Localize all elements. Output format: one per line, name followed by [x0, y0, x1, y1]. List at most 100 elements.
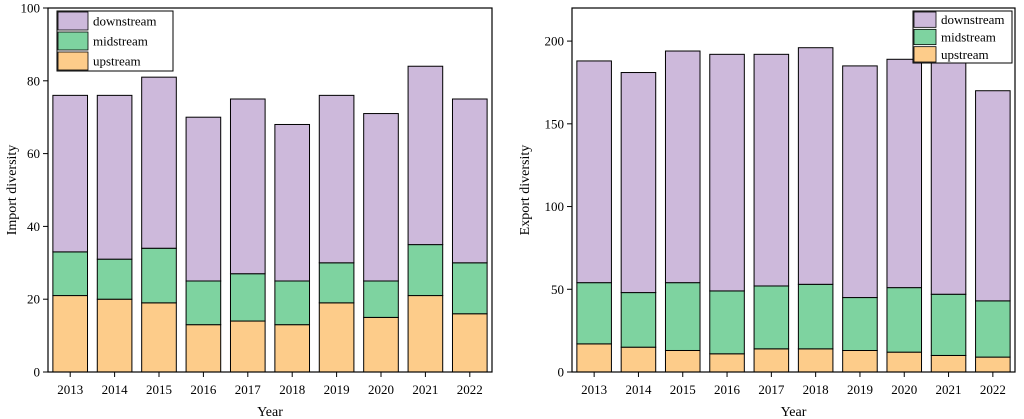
bar-upstream-2022: [975, 356, 1011, 373]
legend-label-upstream: upstream: [93, 54, 141, 69]
x-tick-label: 2021: [412, 382, 438, 397]
bar-midstream-2022: [451, 262, 488, 315]
bar-midstream-2018: [274, 280, 311, 326]
bar-downstream-2014: [96, 94, 133, 260]
x-tick-label: 2018: [279, 382, 305, 397]
x-tick-label: 2022: [457, 382, 483, 397]
x-tick-label: 2015: [670, 382, 696, 397]
bar-upstream-2022: [451, 313, 488, 373]
bar-midstream-2021: [930, 293, 967, 356]
bar-downstream-2014: [620, 72, 657, 294]
bar-upstream-2015: [664, 349, 701, 373]
y-tick-label: 150: [545, 116, 565, 131]
bar-upstream-2015: [141, 302, 177, 373]
bar-midstream-2013: [52, 251, 89, 297]
bar-downstream-2020: [886, 58, 923, 289]
y-tick-label: 20: [27, 292, 40, 307]
y-tick-label: 0: [558, 365, 565, 380]
bar-downstream-2015: [141, 76, 177, 249]
legend-label-upstream: upstream: [941, 47, 989, 62]
x-axis-title: Year: [781, 405, 807, 419]
bar-midstream-2020: [363, 280, 399, 318]
x-tick-label: 2013: [57, 382, 83, 397]
x-tick-label: 2016: [190, 382, 217, 397]
bar-downstream-2017: [229, 98, 266, 275]
y-axis-title: Import diversity: [5, 145, 20, 236]
bar-upstream-2016: [185, 324, 222, 373]
bar-upstream-2020: [886, 351, 923, 373]
y-tick-label: 100: [21, 1, 41, 16]
bars: [576, 47, 1011, 373]
legend-swatch-midstream: [913, 28, 937, 46]
bar-upstream-2016: [709, 353, 745, 373]
legend-label-midstream: midstream: [941, 30, 996, 45]
plot-frame: [47, 7, 493, 373]
y-tick-label: 40: [27, 219, 40, 234]
legend-swatch-midstream: [57, 31, 89, 51]
bar-midstream-2019: [318, 262, 355, 304]
y-tick-label: 100: [545, 199, 565, 214]
bar-upstream-2018: [274, 324, 311, 373]
bar-upstream-2013: [52, 295, 89, 373]
bar-midstream-2020: [886, 287, 923, 353]
y-tick-label: 80: [27, 73, 40, 88]
x-tick-label: 2014: [625, 382, 652, 397]
x-tick-label: 2013: [581, 382, 607, 397]
bar-downstream-2021: [407, 65, 444, 246]
bar-midstream-2016: [185, 280, 222, 326]
legend-swatch-downstream: [913, 11, 937, 28]
legend: downstream midstream upstream: [56, 10, 174, 72]
x-tick-label: 2018: [803, 382, 829, 397]
bar-upstream-2018: [797, 348, 834, 373]
bar-upstream-2017: [229, 320, 266, 373]
bar-midstream-2016: [709, 290, 745, 355]
legend-swatch-upstream: [913, 46, 937, 63]
bar-upstream-2019: [318, 302, 355, 373]
bar-downstream-2013: [576, 60, 612, 284]
bar-midstream-2017: [229, 273, 266, 322]
y-tick-label: 60: [27, 146, 40, 161]
bar-downstream-2019: [842, 65, 878, 299]
x-tick-label: 2017: [235, 382, 262, 397]
bar-downstream-2021: [930, 57, 967, 295]
bar-midstream-2015: [141, 247, 177, 304]
legend-swatch-downstream: [57, 11, 89, 31]
bar-downstream-2017: [753, 53, 790, 287]
bar-midstream-2013: [576, 282, 612, 345]
bar-upstream-2014: [620, 346, 657, 373]
bar-upstream-2017: [753, 348, 790, 373]
bar-midstream-2018: [797, 283, 834, 350]
x-tick-label: 2019: [847, 382, 873, 397]
legend: downstream midstream upstream: [912, 10, 1013, 64]
bar-downstream-2020: [363, 113, 399, 282]
bar-midstream-2014: [96, 258, 133, 300]
legend-label-downstream: downstream: [93, 14, 157, 29]
x-tick-label: 2017: [758, 382, 785, 397]
bar-upstream-2019: [842, 349, 878, 373]
bar-upstream-2020: [363, 316, 399, 373]
legend-label-midstream: midstream: [93, 34, 148, 49]
bar-downstream-2016: [185, 116, 222, 282]
bar-downstream-2018: [274, 123, 311, 282]
bar-downstream-2016: [709, 53, 745, 292]
y-axis-title: Export diversity: [518, 145, 533, 236]
bar-downstream-2015: [664, 50, 701, 284]
bar-midstream-2017: [753, 285, 790, 350]
y-tick-label: 200: [545, 34, 565, 49]
bar-downstream-2013: [52, 94, 89, 253]
x-tick-label: 2014: [102, 382, 129, 397]
bar-upstream-2014: [96, 298, 133, 373]
bar-midstream-2021: [407, 244, 444, 297]
x-tick-label: 2022: [980, 382, 1006, 397]
bar-upstream-2013: [576, 343, 612, 373]
x-tick-label: 2016: [714, 382, 741, 397]
bar-upstream-2021: [407, 295, 444, 373]
bar-downstream-2019: [318, 94, 355, 264]
x-tick-label: 2015: [146, 382, 172, 397]
x-tick-label: 2020: [368, 382, 394, 397]
legend-swatch-upstream: [57, 51, 89, 71]
x-tick-label: 2019: [324, 382, 350, 397]
bar-downstream-2018: [797, 47, 834, 285]
bar-midstream-2015: [664, 282, 701, 351]
